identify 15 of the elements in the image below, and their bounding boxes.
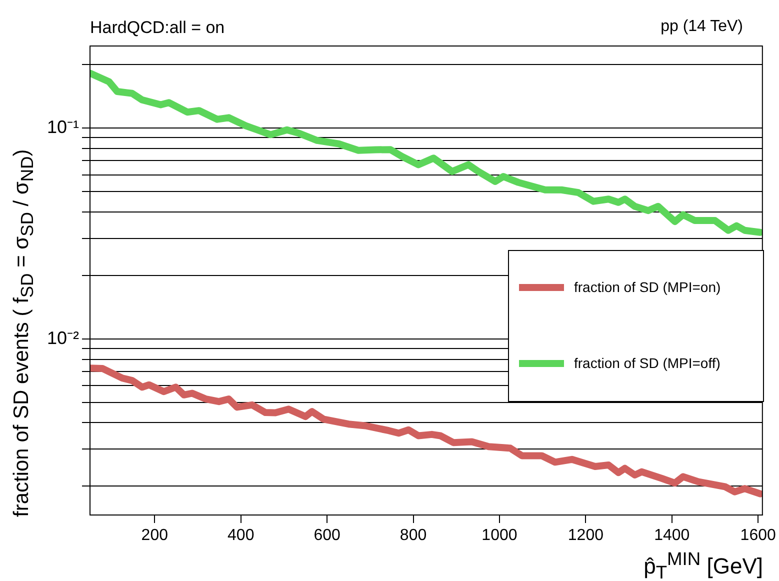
x-tick-label: 1000 bbox=[482, 527, 518, 544]
x-axis-title: p̂$_{T}$$^{MIN}$ [GeV] bbox=[644, 548, 763, 581]
x-tick-label: 1400 bbox=[654, 527, 690, 544]
legend-label: fraction of SD (MPI=on) bbox=[574, 279, 721, 295]
x-tick-label: 400 bbox=[228, 527, 254, 544]
x-tick-label: 1600 bbox=[740, 527, 776, 544]
x-tick-label: 600 bbox=[314, 527, 341, 544]
x-tick-label: 800 bbox=[400, 527, 427, 544]
y-tick-label: 10⁻² bbox=[46, 328, 80, 348]
y-tick-label: 10⁻¹ bbox=[46, 117, 80, 138]
x-tick-label: 1200 bbox=[568, 527, 604, 544]
chart-title: HardQCD:all = on bbox=[90, 18, 225, 38]
legend-label: fraction of SD (MPI=off) bbox=[574, 355, 720, 371]
x-tick-label: 200 bbox=[141, 527, 168, 544]
text: pp (14 TeV) bbox=[660, 18, 743, 36]
